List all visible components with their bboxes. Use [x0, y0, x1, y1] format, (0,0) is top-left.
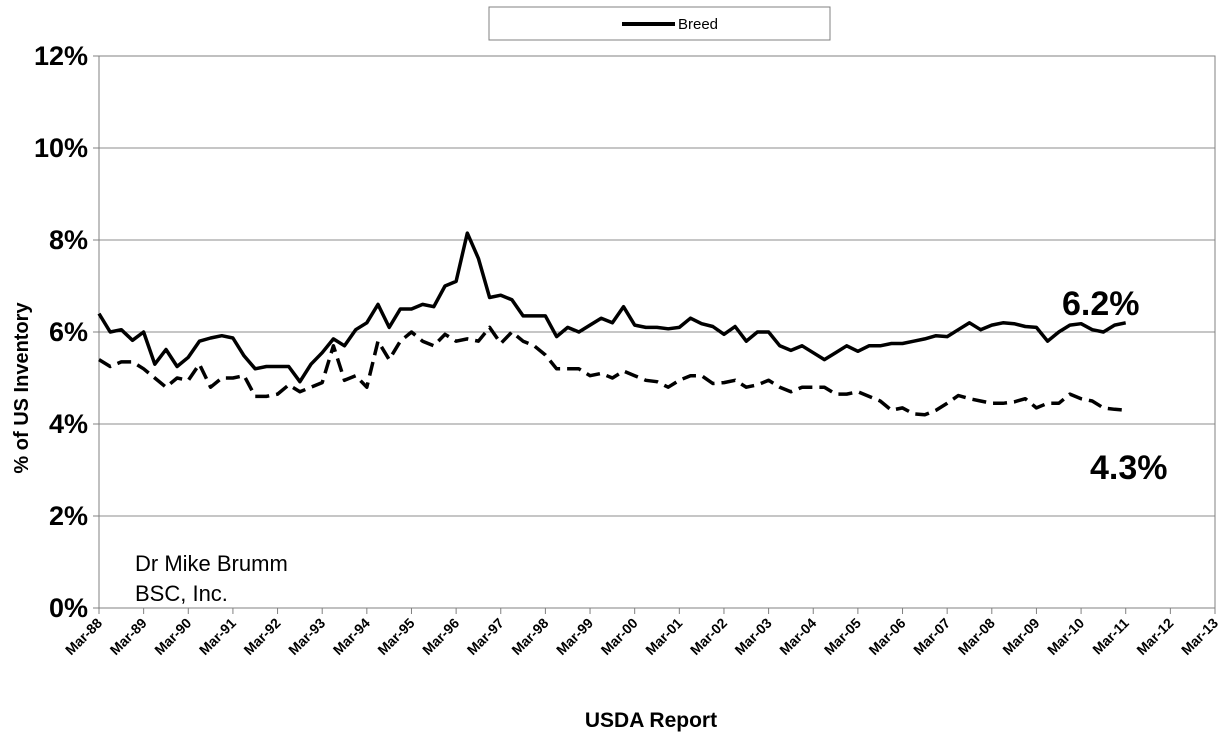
x-tick-label: Mar-93	[285, 615, 328, 658]
x-tick-label: Mar-89	[107, 615, 150, 658]
x-tick-label: Mar-99	[553, 615, 596, 658]
y-tick-label: 8%	[49, 225, 88, 255]
x-tick-label: Mar-03	[731, 615, 774, 658]
y-tick-label: 6%	[49, 317, 88, 347]
y-tick-label: 4%	[49, 409, 88, 439]
x-tick-label: Mar-12	[1133, 615, 1176, 658]
x-axis-ticks: Mar-88 Mar-89 Mar-90 Mar-91 Mar-92 Mar-93 Mar-…	[62, 608, 1221, 658]
y-tick-label: 0%	[49, 593, 88, 623]
x-tick-label: Mar-94	[330, 615, 373, 658]
credit-company: BSC, Inc.	[135, 581, 228, 606]
x-tick-label: Mar-10	[1044, 615, 1087, 658]
x-tick-label: Mar-05	[821, 615, 864, 658]
y-tick-label: 12%	[34, 41, 88, 71]
x-tick-label: Mar-04	[776, 615, 819, 658]
credit-author: Dr Mike Brumm	[135, 551, 288, 576]
callout-breed-latest: 6.2%	[1062, 285, 1140, 323]
x-tick-label: Mar-01	[642, 615, 685, 658]
x-axis-title: USDA Report	[585, 709, 717, 732]
x-tick-label: Mar-11	[1089, 615, 1132, 658]
x-tick-label: Mar-07	[910, 615, 953, 658]
x-tick-label: Mar-97	[464, 615, 507, 658]
x-tick-label: Mar-96	[419, 615, 462, 658]
x-tick-label: Mar-98	[508, 615, 551, 658]
y-tick-label: 2%	[49, 501, 88, 531]
x-tick-label: Mar-00	[598, 615, 641, 658]
gridlines	[99, 147, 1215, 517]
y-axis-title: % of US Inventory	[11, 302, 33, 474]
x-tick-label: Mar-09	[999, 615, 1042, 658]
x-tick-label: Mar-92	[240, 615, 283, 658]
x-tick-label: Mar-02	[687, 615, 730, 658]
x-tick-label: Mar-91	[196, 615, 239, 658]
x-tick-label: Mar-13	[1178, 615, 1221, 658]
y-axis-ticks: 0% 2% 4% 6% 8% 10% 12%	[34, 41, 99, 623]
series-lines	[97, 231, 1127, 417]
callout-other-latest: 4.3%	[1090, 449, 1168, 487]
x-tick-label: Mar-08	[955, 615, 998, 658]
legend-label-breed: Breed	[678, 16, 718, 33]
series-line-dashed	[98, 325, 1126, 417]
y-tick-label: 10%	[34, 133, 88, 163]
legend: Breed	[488, 6, 831, 41]
x-tick-label: Mar-95	[374, 615, 417, 658]
x-tick-label: Mar-90	[151, 615, 194, 658]
series-line-breed	[97, 231, 1127, 384]
x-tick-label: Mar-06	[865, 615, 908, 658]
